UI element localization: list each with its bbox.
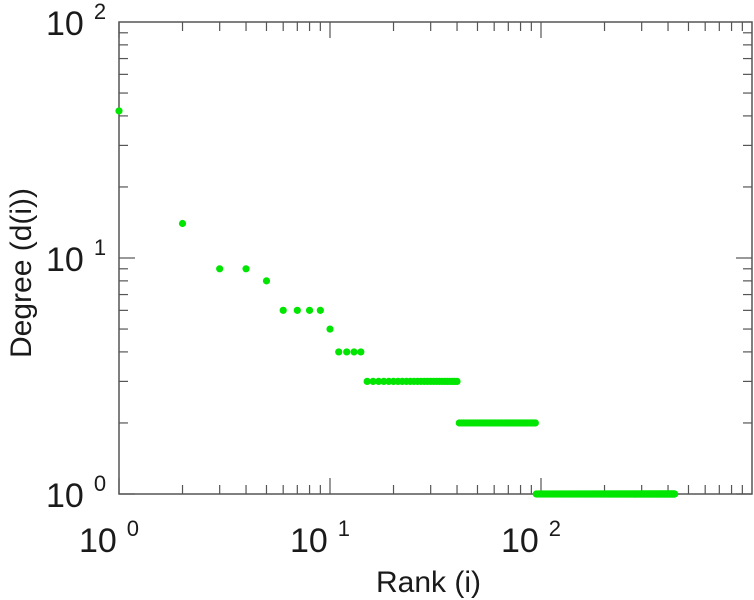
y-tick-label: 10 1 bbox=[46, 235, 106, 279]
data-point bbox=[363, 377, 371, 385]
data-point bbox=[262, 277, 271, 285]
data-point bbox=[335, 348, 343, 356]
data-point bbox=[305, 306, 314, 314]
x-tick-labels: 10 0 10 1 10 2 bbox=[79, 516, 561, 560]
data-point bbox=[671, 490, 679, 498]
data-point bbox=[216, 265, 224, 273]
minor-ticks bbox=[118, 22, 752, 495]
data-points bbox=[115, 107, 679, 498]
data-point bbox=[343, 348, 351, 356]
x-tick-label: 10 1 bbox=[290, 516, 350, 560]
data-point bbox=[453, 377, 461, 385]
data-point bbox=[531, 419, 539, 427]
data-point bbox=[115, 107, 123, 115]
plot-frame bbox=[118, 21, 753, 495]
data-point bbox=[375, 377, 383, 385]
data-point bbox=[293, 306, 301, 314]
data-point bbox=[326, 325, 334, 333]
y-tick-label: 10 2 bbox=[46, 0, 106, 43]
data-point bbox=[242, 265, 250, 273]
data-point bbox=[178, 219, 187, 228]
data-point bbox=[350, 348, 358, 356]
data-point bbox=[380, 377, 388, 385]
data-point bbox=[357, 348, 365, 356]
y-axis-label: Degree (d(i)) bbox=[5, 188, 38, 358]
data-point bbox=[279, 306, 287, 314]
x-tick-label: 10 2 bbox=[501, 516, 561, 560]
data-point bbox=[316, 306, 324, 314]
y-tick-label: 10 0 bbox=[46, 471, 106, 515]
x-tick-label: 10 0 bbox=[79, 516, 139, 560]
x-axis-label: Rank (i) bbox=[376, 566, 481, 599]
data-point bbox=[369, 377, 377, 385]
